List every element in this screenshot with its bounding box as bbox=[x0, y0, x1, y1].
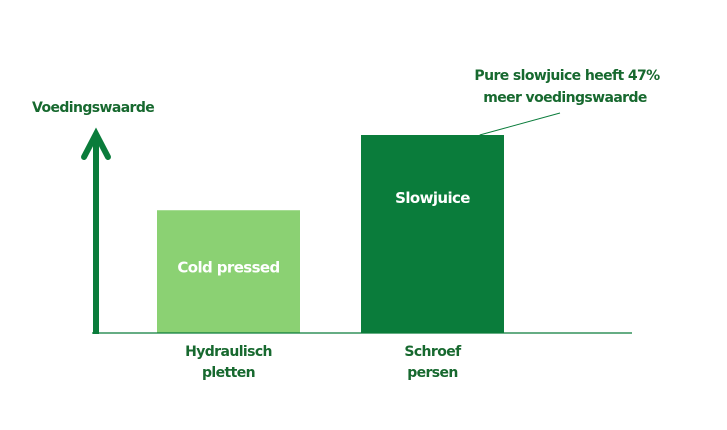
x-tick-label-0-1: pletten bbox=[202, 365, 255, 381]
bar-1 bbox=[361, 135, 504, 333]
y-axis-label: Voedingswaarde bbox=[32, 100, 154, 116]
annotation-leader-line bbox=[479, 112, 561, 136]
x-tick-label-0-0: Hydraulisch bbox=[185, 344, 272, 360]
y-axis-arrowhead-icon bbox=[81, 127, 111, 160]
bar-0 bbox=[157, 210, 300, 333]
bar-label-0: Cold pressed bbox=[177, 259, 279, 277]
annotation-line-1: Pure slowjuice heeft 47% bbox=[474, 68, 660, 84]
bar-label-1: Slowjuice bbox=[395, 189, 470, 207]
x-tick-label-1-1: persen bbox=[407, 365, 458, 381]
annotation-line-2: meer voedingswaarde bbox=[483, 90, 647, 106]
x-tick-label-1-0: Schroef bbox=[404, 344, 462, 360]
